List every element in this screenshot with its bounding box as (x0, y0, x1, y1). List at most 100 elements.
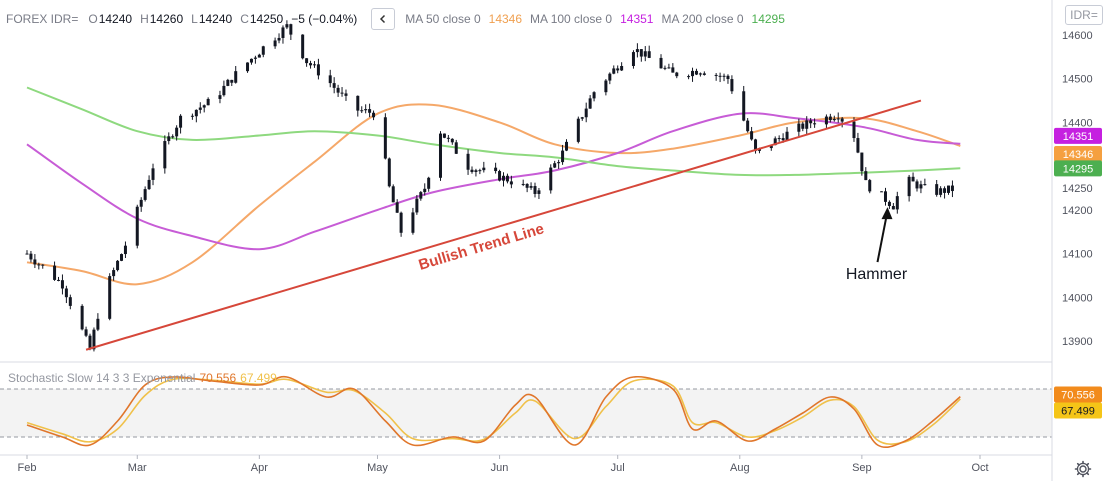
candle-body (667, 67, 671, 69)
candle-body (620, 66, 624, 71)
candle-body (249, 58, 253, 63)
symbol-scale-button[interactable]: IDR= (1065, 5, 1103, 25)
candle-body (309, 63, 313, 66)
candle-body (112, 270, 116, 277)
ma100-label: MA 100 close 0 (530, 12, 613, 26)
candle-body (135, 206, 139, 246)
candle-body (659, 57, 663, 69)
candle-body (399, 212, 403, 233)
price-tick-label: 13900 (1062, 336, 1093, 348)
candle-body (446, 137, 450, 139)
bullish-trend-line[interactable] (85, 99, 922, 351)
candle-body (57, 279, 61, 281)
candle-body (391, 186, 395, 203)
candle-body (305, 58, 309, 64)
candle-body (785, 131, 789, 141)
ma200-value: 14295 (751, 12, 785, 26)
candle-body (805, 120, 809, 129)
candle-body (285, 24, 289, 28)
gear-icon[interactable] (1073, 459, 1093, 479)
candle-body (427, 177, 431, 189)
candle-body (698, 73, 702, 75)
price-tick-label: 14000 (1062, 292, 1093, 304)
stoch-band-fill (0, 389, 1052, 437)
stoch-k-line (26, 375, 961, 448)
candle-body (84, 329, 88, 336)
stoch-d-badge-label: 67.499 (1061, 406, 1095, 418)
candle-body (612, 68, 616, 74)
time-tick-label: Apr (251, 462, 268, 474)
candle-body (521, 183, 525, 185)
candle-body (691, 70, 695, 77)
candle-body (935, 184, 939, 195)
candle-body (226, 79, 230, 86)
ma200-line (26, 86, 961, 177)
price-badge-label: 14346 (1063, 149, 1094, 161)
candle-body (419, 192, 423, 199)
candle-body (887, 201, 891, 207)
candle-body (123, 245, 127, 255)
price-badges: 14351 14346 14295 70.556 67.499 (1054, 127, 1102, 419)
candle-body (722, 75, 726, 77)
hammer-arrowhead (881, 207, 893, 220)
time-tick-label: May (367, 462, 388, 474)
candle-body (742, 91, 746, 121)
candle-body (663, 67, 667, 69)
candle-body (356, 95, 360, 111)
candle-body (29, 253, 33, 260)
candle-body (482, 167, 486, 171)
candle-body (60, 280, 64, 289)
candle-body (230, 79, 234, 83)
price-badge (1054, 127, 1102, 144)
candle-body (450, 138, 454, 143)
candle-body (631, 52, 635, 67)
ma50-label: MA 50 close 0 (405, 12, 481, 26)
candle-body (911, 176, 915, 182)
hammer-arrow (876, 210, 889, 263)
time-tick-label: Jul (611, 462, 625, 474)
candle-body (120, 254, 124, 261)
candle-body (116, 260, 120, 271)
candle-body (883, 191, 887, 202)
candle-body (797, 123, 801, 132)
candle-body (33, 259, 37, 265)
candle-body (549, 167, 553, 191)
time-axis-ticks: Feb Mar Apr May Jun Jul Aug Sep Oct (18, 455, 989, 474)
candle-body (206, 98, 210, 106)
collapse-legend-button[interactable] (371, 8, 396, 30)
candle-body (37, 264, 41, 266)
candle-body (167, 136, 171, 142)
candle-body (647, 51, 651, 58)
candle-body (840, 118, 844, 122)
candle-body (108, 276, 112, 319)
ma50-value: 14346 (488, 12, 523, 26)
candle-body (592, 92, 596, 99)
price-tick-label: 14100 (1062, 249, 1093, 261)
candle-body (565, 141, 569, 151)
price-tick-label: 14200 (1062, 205, 1093, 217)
high-value: 14260 (149, 12, 184, 26)
candle-body (533, 186, 537, 194)
candle-body (41, 264, 45, 266)
candle-body (202, 105, 206, 108)
candle-body (824, 116, 828, 125)
candle-body (702, 73, 706, 75)
candle-body (509, 181, 513, 185)
candle-body (415, 198, 419, 213)
candle-body (423, 188, 427, 193)
candle-body (588, 98, 592, 109)
candle-body (907, 176, 911, 197)
price-badge (1054, 146, 1102, 163)
high-label: H (140, 12, 149, 26)
stochastic-label: Stochastic Slow 14 3 3 Exponential (8, 371, 196, 385)
candle-body (53, 265, 57, 280)
candle-body (580, 117, 584, 119)
candle-body (781, 138, 785, 141)
candle-body (88, 335, 92, 350)
candle-body (856, 138, 860, 153)
price-tick-label: 14400 (1062, 117, 1093, 129)
chevron-left-icon (380, 14, 386, 24)
candle-body (895, 196, 899, 210)
open-label: O (88, 12, 98, 26)
